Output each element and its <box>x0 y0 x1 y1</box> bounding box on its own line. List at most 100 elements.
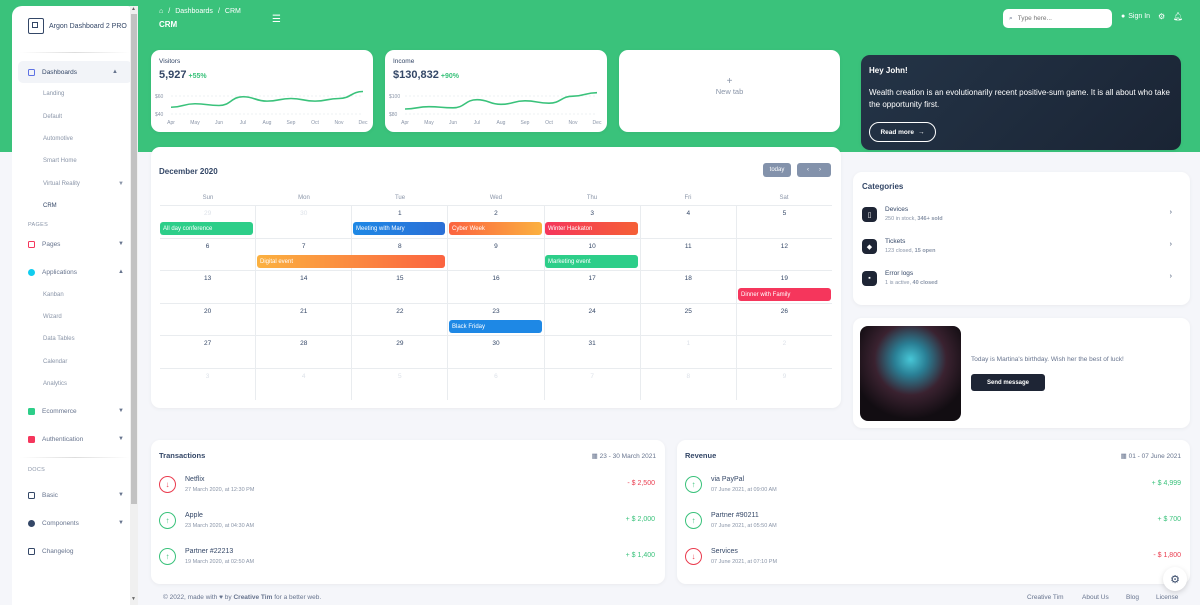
send-message-button[interactable]: Send message <box>971 374 1045 391</box>
calendar-day[interactable]: 8 <box>351 238 447 270</box>
sidebar-item-authentication[interactable]: Authentication ▼ <box>12 428 138 450</box>
calendar-day[interactable]: 24 <box>543 303 640 335</box>
calendar-day[interactable]: 28 <box>255 336 351 368</box>
sidebar-subitem-analytics[interactable]: Analytics <box>43 381 68 388</box>
event-dinner-with-family[interactable]: Dinner with Family <box>738 288 831 301</box>
gear-icon[interactable]: ⚙ <box>1158 12 1166 21</box>
calendar-day[interactable]: 20 <box>203 307 212 315</box>
bell-icon[interactable]: 🔔︎ <box>1173 12 1184 21</box>
calendar-day[interactable]: 9 <box>735 368 832 400</box>
read-more-button[interactable]: Read more → <box>869 122 936 142</box>
sidebar-subitem-virtual-reality[interactable]: Virtual Reality ▼ <box>43 180 124 187</box>
sidebar-item-applications[interactable]: Applications ▲ <box>12 261 138 283</box>
sidebar-subitem-data-tables[interactable]: Data Tables <box>43 336 75 343</box>
scroll-up-icon[interactable]: ▲ <box>131 6 136 12</box>
scrollbar-thumb[interactable] <box>131 14 137 504</box>
calendar-day[interactable]: 2 <box>447 206 543 238</box>
calendar-day[interactable]: 1 <box>639 336 736 368</box>
new-tab-card[interactable]: + New tab <box>619 50 840 132</box>
event-marketing-event[interactable]: Marketing event <box>545 255 638 268</box>
sidebar-item-components[interactable]: Components ▼ <box>12 512 138 534</box>
calendar-day[interactable]: 3 <box>205 372 210 380</box>
calendar-day[interactable]: 6 <box>205 242 210 250</box>
calendar-day[interactable]: 18 <box>639 271 736 303</box>
calendar-day[interactable]: 2 <box>735 336 832 368</box>
footer-link-blog[interactable]: Blog <box>1126 594 1140 601</box>
footer-link-creative-tim[interactable]: Creative Tim <box>1027 594 1064 601</box>
calendar-day[interactable]: 3 <box>543 206 640 238</box>
footer-link-about-us[interactable]: About Us <box>1082 594 1109 601</box>
calendar-day[interactable]: 8 <box>639 368 736 400</box>
calendar-day[interactable]: 30 <box>255 206 351 238</box>
table-row[interactable]: ↑ via PayPal 07 June 2021, at 09:00 AM +… <box>685 476 1181 506</box>
calendar-day[interactable]: 1 <box>351 206 447 238</box>
next-month-icon[interactable]: › <box>819 167 821 173</box>
calendar-day[interactable]: 4 <box>639 206 736 238</box>
calendar-day[interactable]: 7 <box>255 238 351 270</box>
calendar-day[interactable]: 5 <box>351 368 447 400</box>
prev-month-icon[interactable]: ‹ <box>807 167 809 173</box>
scroll-down-icon[interactable]: ▼ <box>131 596 136 602</box>
sidebar-subitem-landing[interactable]: Landing <box>43 91 65 98</box>
calendar-day[interactable]: 13 <box>203 275 212 282</box>
footer-link-license[interactable]: License <box>1156 594 1179 601</box>
event-all-day-conference[interactable]: All day conference <box>160 222 253 235</box>
calendar-day[interactable]: 4 <box>255 368 351 400</box>
chevron-right-icon[interactable]: › <box>1169 209 1172 216</box>
calendar-day[interactable]: 9 <box>447 238 543 270</box>
calendar-day[interactable]: 27 <box>203 340 212 347</box>
calendar-day[interactable]: 25 <box>639 303 736 335</box>
calendar-day[interactable]: 17 <box>543 271 640 303</box>
calendar-day[interactable]: 29 <box>203 210 212 217</box>
calendar-day[interactable]: 21 <box>255 303 351 335</box>
calendar-day[interactable]: 11 <box>639 238 736 270</box>
search-box[interactable]: ⌕ <box>1003 9 1112 28</box>
sidebar-scrollbar[interactable]: ▲ ▼ <box>130 6 138 605</box>
today-button[interactable]: today <box>763 163 791 177</box>
footer-author-link[interactable]: Creative Tim <box>233 594 273 601</box>
sign-in-link[interactable]: ● Sign In <box>1121 13 1151 20</box>
table-row[interactable]: ↓ Services 07 June 2021, at 07:10 PM - $… <box>685 548 1181 578</box>
calendar-day[interactable]: 6 <box>447 368 543 400</box>
sidebar-subitem-kanban[interactable]: Kanban <box>43 291 64 298</box>
calendar-day[interactable]: 29 <box>351 336 447 368</box>
settings-fab[interactable]: ⚙ <box>1163 567 1187 591</box>
sidebar-item-basic[interactable]: Basic ▼ <box>12 484 138 506</box>
sidebar-subitem-default[interactable]: Default <box>43 113 63 120</box>
calendar-day[interactable]: 16 <box>447 271 543 303</box>
sidebar-subitem-calendar[interactable]: Calendar <box>43 358 68 365</box>
sidebar-subitem-automotive[interactable]: Automotive <box>43 135 74 142</box>
event-meeting-with-mary[interactable]: Meeting with Mary <box>353 222 445 235</box>
calendar-day[interactable]: 14 <box>255 271 351 303</box>
sidebar-subitem-crm[interactable]: CRM <box>43 203 57 210</box>
event-winter-hackaton[interactable]: Winter Hackaton <box>545 222 638 235</box>
category-tickets[interactable]: ◆ Tickets 123 closed, 15 open › <box>862 237 1172 261</box>
table-row[interactable]: ↑ Partner #22213 19 March 2020, at 02:50… <box>159 548 655 578</box>
search-input[interactable] <box>1017 15 1098 22</box>
sidebar-subitem-wizard[interactable]: Wizard <box>43 313 62 320</box>
event-digital-event[interactable]: Digital event <box>257 255 445 268</box>
chevron-right-icon[interactable]: › <box>1169 273 1172 280</box>
calendar-day[interactable]: 26 <box>735 303 832 335</box>
table-row[interactable]: ↑ Apple 23 March 2020, at 04:30 AM + $ 2… <box>159 512 655 542</box>
calendar-day[interactable]: 10 <box>543 238 640 270</box>
sidebar-subitem-smart-home[interactable]: Smart Home <box>43 158 77 165</box>
calendar-day[interactable]: 30 <box>447 336 543 368</box>
event-black-friday[interactable]: Black Friday <box>449 320 542 333</box>
brand[interactable]: Argon Dashboard 2 PRO <box>12 6 138 46</box>
calendar-day[interactable]: 19 <box>735 271 832 303</box>
sidebar-item-ecommerce[interactable]: Ecommerce ▼ <box>12 400 138 422</box>
sidebar-item-changelog[interactable]: Changelog <box>12 540 138 562</box>
table-row[interactable]: ↑ Partner #90211 07 June 2021, at 05:50 … <box>685 512 1181 542</box>
calendar-day[interactable]: 15 <box>351 271 447 303</box>
category-devices[interactable]: ▯ Devices 250 in stock, 346+ sold › <box>862 205 1172 229</box>
calendar-day[interactable]: 23 <box>447 303 543 335</box>
calendar-day[interactable]: 7 <box>543 368 640 400</box>
hamburger-menu-icon[interactable]: ☰ <box>272 14 281 25</box>
calendar-day[interactable]: 5 <box>735 206 832 238</box>
event-cyber-week[interactable]: Cyber Week <box>449 222 542 235</box>
home-icon[interactable]: ⌂ <box>159 8 164 15</box>
breadcrumb-dashboards[interactable]: Dashboards <box>175 8 213 15</box>
table-row[interactable]: ↓ Netflix 27 March 2020, at 12:30 PM - $… <box>159 476 655 506</box>
calendar-day[interactable]: 31 <box>543 336 640 368</box>
